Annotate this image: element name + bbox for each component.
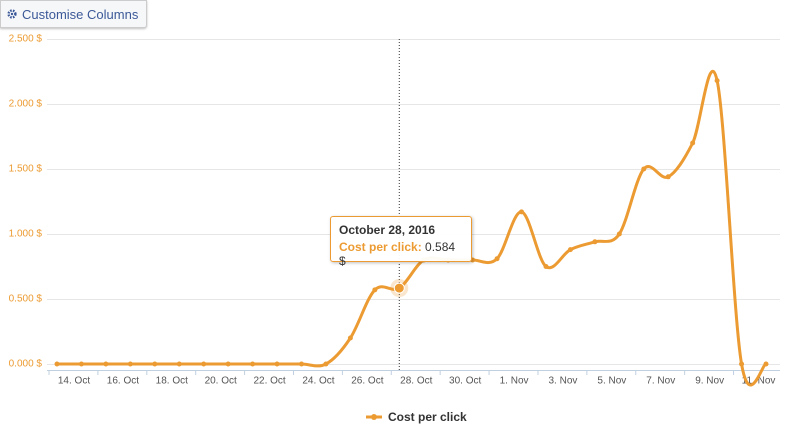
data-point	[543, 264, 549, 269]
data-point	[690, 140, 696, 146]
x-tick-label: 3. Nov	[549, 376, 578, 387]
tooltip: October 28, 2016 Cost per click 0.584 $	[330, 216, 472, 268]
x-tick-label: 24. Oct	[302, 376, 334, 387]
x-tick-label: 14. Oct	[58, 376, 90, 387]
tooltip-value: 0.584 $	[339, 240, 456, 268]
data-point	[225, 361, 231, 367]
x-tick-label: 16. Oct	[107, 376, 139, 387]
x-tick-label: 7. Nov	[646, 376, 675, 387]
data-point	[78, 361, 84, 367]
tooltip-date: October 28, 2016	[339, 223, 436, 237]
data-point	[519, 209, 525, 215]
data-point	[567, 247, 573, 253]
legend: Cost per click	[366, 410, 467, 424]
x-tick-label: 30. Oct	[449, 376, 481, 387]
y-tick-label: 0.000 $	[9, 359, 43, 370]
data-point	[665, 174, 671, 180]
data-point	[616, 231, 622, 237]
data-point	[714, 78, 720, 84]
x-tick-label: 20. Oct	[205, 376, 237, 387]
data-point	[393, 282, 405, 294]
data-point	[641, 166, 647, 172]
data-point	[372, 287, 378, 293]
y-tick-label: 2.000 $	[9, 99, 43, 110]
data-point	[176, 361, 182, 367]
data-point	[323, 361, 329, 367]
x-tick-label: 1. Nov	[500, 376, 529, 387]
tooltip-series: Cost per click	[339, 240, 422, 254]
x-tick-label: 28. Oct	[400, 376, 432, 387]
button-label: Customise Columns	[22, 6, 139, 22]
x-tick-label: 9. Nov	[695, 376, 724, 387]
data-point	[494, 256, 500, 262]
x-tick-label: 5. Nov	[597, 376, 626, 387]
data-point	[274, 361, 280, 367]
legend-label: Cost per click	[388, 410, 467, 424]
customise-columns-button[interactable]: Customise Columns	[0, 0, 148, 28]
data-point	[298, 361, 304, 367]
data-point	[103, 361, 109, 367]
x-tick-label: 26. Oct	[351, 376, 383, 387]
gear-icon	[7, 9, 17, 19]
y-tick-label: 1.500 $	[9, 164, 43, 175]
data-point	[347, 335, 353, 341]
data-point	[54, 361, 60, 367]
y-tick-label: 0.500 $	[9, 294, 43, 305]
y-tick-label: 2.500 $	[9, 34, 43, 45]
data-point	[763, 361, 769, 367]
legend-marker	[371, 414, 377, 420]
x-tick-label: 22. Oct	[253, 376, 285, 387]
y-tick-label: 1.000 $	[9, 229, 43, 240]
x-tick-label: 11. Nov	[742, 376, 776, 387]
data-point	[739, 361, 745, 367]
data-point	[201, 361, 207, 367]
data-point	[592, 239, 598, 245]
data-point	[152, 361, 158, 367]
data-point	[127, 361, 133, 367]
data-point	[250, 361, 256, 367]
x-tick-label: 18. Oct	[156, 376, 188, 387]
